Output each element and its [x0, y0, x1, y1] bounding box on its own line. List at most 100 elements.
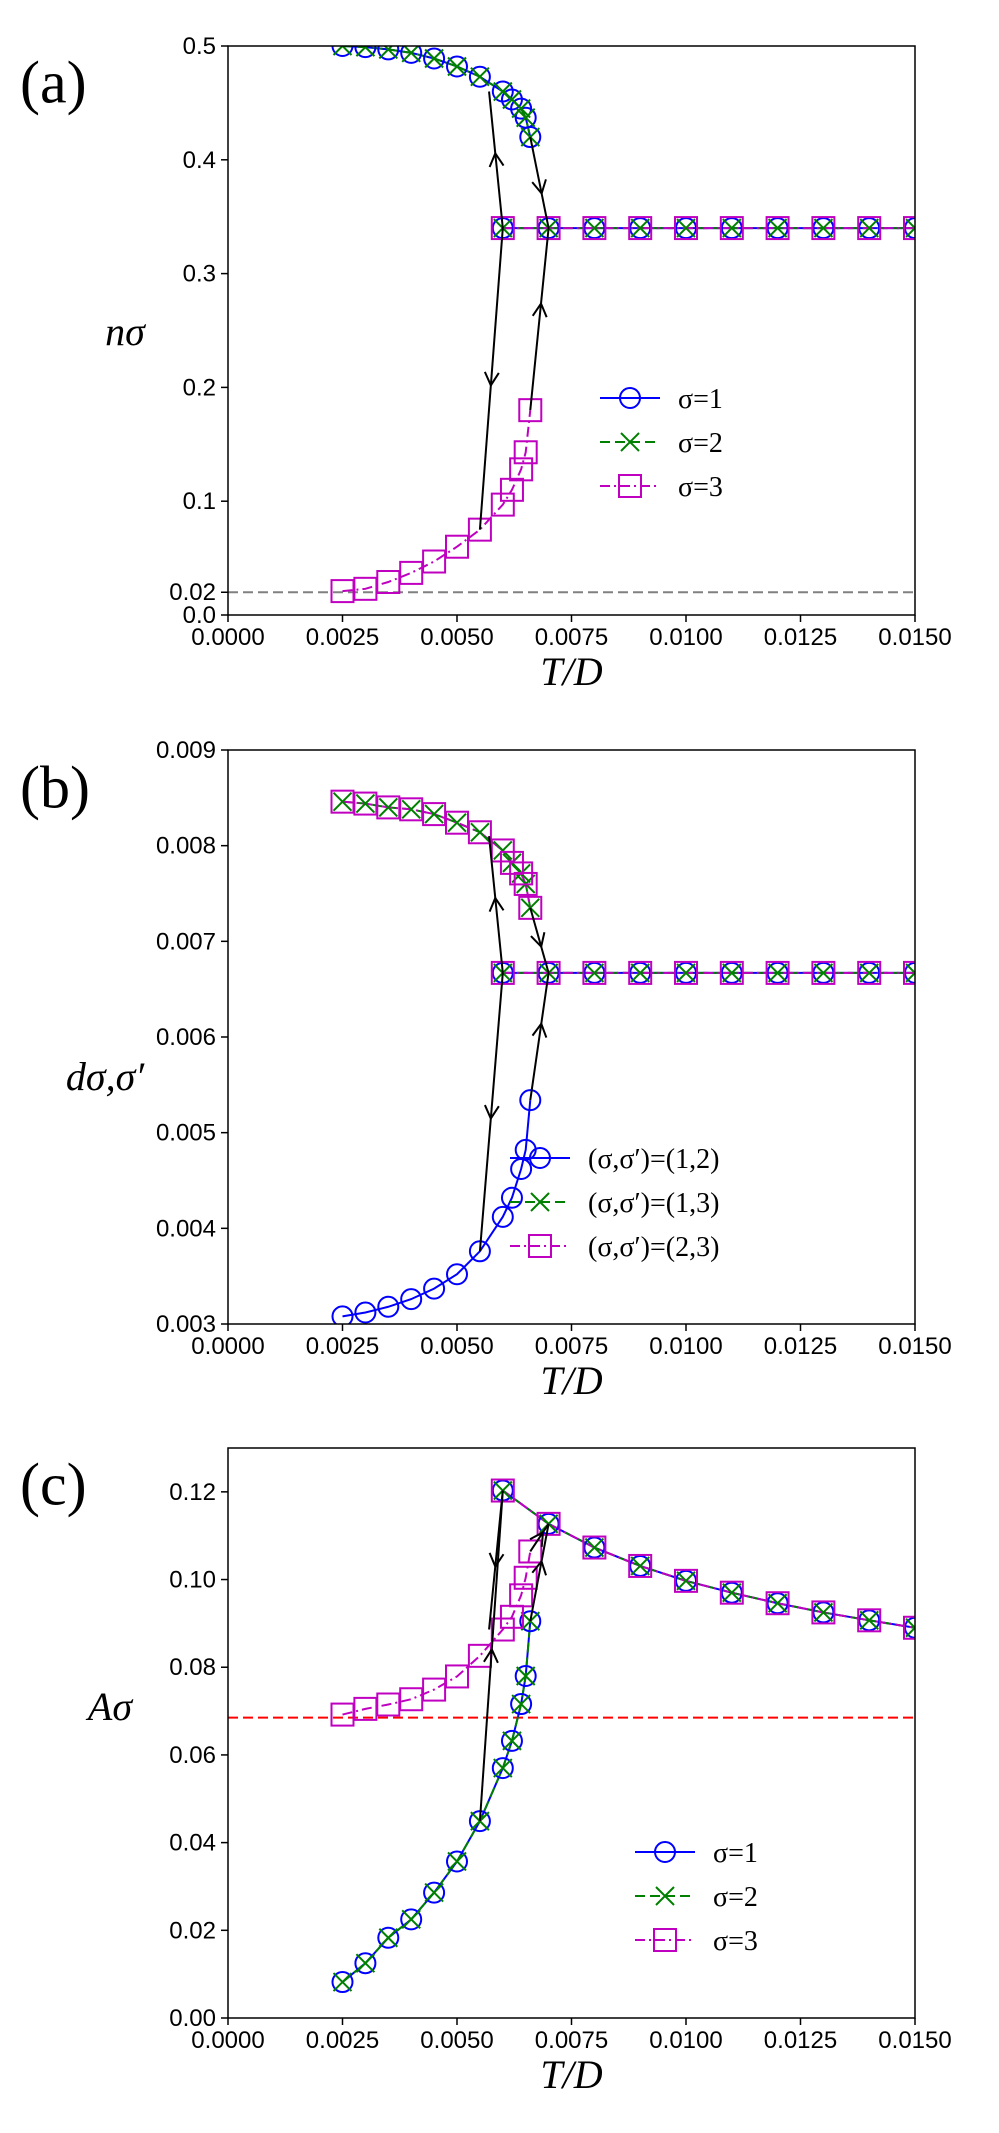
- data-point-series-2: [470, 67, 490, 87]
- legend-label: σ=1: [713, 1838, 758, 1869]
- data-point-series-3: [509, 457, 534, 482]
- data-point-series-2: [859, 963, 879, 983]
- data-point-series-3: [628, 216, 653, 241]
- series-line-3: [502, 1489, 915, 1629]
- data-point-series-2: [493, 1758, 513, 1778]
- data-point-series-2: [332, 791, 353, 812]
- data-point-series-1: [423, 1881, 446, 1904]
- data-point-series-3: [513, 871, 538, 896]
- hysteresis-line: [529, 1523, 550, 1553]
- data-point-series-3: [499, 477, 524, 502]
- hysteresis-arrow-icon: [531, 1021, 548, 1038]
- x-tick-label: 0.0125: [764, 2027, 837, 2054]
- data-point-series-3: [513, 440, 538, 465]
- panel-label: (c): [20, 1451, 87, 1517]
- data-point-series-1: [468, 65, 491, 88]
- data-point-series-3: [467, 820, 492, 845]
- series-line-3: [342, 1551, 532, 1716]
- data-point-series-2: [813, 963, 834, 983]
- data-point-series-1: [331, 1305, 354, 1324]
- y-tick-label: 0.004: [156, 1215, 216, 1242]
- y-tick-label: 0.0: [183, 602, 216, 629]
- hysteresis-arrow-icon: [488, 151, 505, 168]
- hysteresis-arrow-icon: [483, 371, 500, 388]
- y-tick-label: 0.02: [169, 579, 216, 606]
- data-point-series-2: [447, 812, 467, 833]
- x-tick-label: 0.0075: [535, 2027, 608, 2054]
- panel-b: (b) 0.0000 0.0025 0.0050 0.0075 0.0100 0.0125 0…: [20, 737, 952, 1403]
- hysteresis-line: [488, 1490, 504, 1630]
- hysteresis-line: [529, 1523, 550, 1622]
- data-point-series-2: [813, 1602, 834, 1623]
- hysteresis-arrow-icon: [483, 1104, 500, 1121]
- y-tick-label: 0.2: [183, 374, 216, 401]
- data-point-series-2: [767, 218, 788, 238]
- y-tick-label: 0.00: [169, 2005, 216, 2032]
- y-tick-label: 0.007: [156, 928, 216, 955]
- data-point-series-1: [331, 46, 354, 57]
- hysteresis-line: [478, 228, 504, 530]
- data-point-series-2: [401, 799, 421, 820]
- data-point-series-3: [536, 216, 561, 241]
- data-point-series-3: [857, 216, 882, 241]
- data-point-series-2: [424, 1882, 444, 1903]
- legend-marker: [653, 1928, 677, 1952]
- x-tick-label: 0.0000: [191, 2027, 264, 2054]
- data-point-series-2: [378, 46, 399, 60]
- data-point-series-2: [515, 1666, 536, 1686]
- legend-marker: [619, 387, 641, 409]
- data-point-series-2: [722, 963, 742, 983]
- data-point-series-2: [584, 1537, 605, 1558]
- series-line-1: [341, 1621, 532, 1983]
- data-point-series-3: [674, 216, 698, 241]
- data-point-series-3: [513, 1565, 538, 1590]
- data-point-series-3: [857, 960, 882, 985]
- data-point-series-3: [582, 960, 607, 985]
- y-tick-label: 0.006: [156, 1024, 216, 1051]
- x-tick-label: 0.0050: [420, 624, 493, 651]
- series-line-3: [342, 410, 532, 593]
- legend-marker: [655, 1886, 675, 1906]
- data-point-series-2: [676, 1571, 696, 1591]
- data-point-series-3: [719, 216, 744, 241]
- data-point-series-3: [490, 492, 515, 517]
- plot-frame: [227, 749, 916, 1325]
- hysteresis-line: [529, 136, 550, 229]
- y-tick-label: 0.009: [156, 737, 216, 764]
- data-point-series-3: [719, 960, 744, 985]
- x-tick-label: 0.0025: [306, 624, 379, 651]
- hysteresis-line: [488, 836, 504, 974]
- data-point-series-1: [519, 1610, 542, 1633]
- legend-entry: (σ,σ′)=(1,3): [510, 1188, 719, 1219]
- legend-label: (σ,σ′)=(2,3): [588, 1232, 719, 1263]
- data-point-series-1: [491, 1757, 514, 1780]
- hysteresis-arrow-icon: [529, 1530, 545, 1548]
- data-point-series-1: [377, 1926, 400, 1949]
- data-point-series-1: [331, 1971, 354, 1994]
- data-point-series-2: [511, 1694, 531, 1714]
- data-point-series-2: [722, 1582, 742, 1603]
- data-point-series-1: [423, 47, 446, 70]
- hysteresis-arrow-icon: [531, 179, 547, 196]
- data-point-series-3: [582, 216, 607, 241]
- data-point-series-3: [811, 216, 836, 241]
- data-point-series-2: [378, 1928, 399, 1948]
- data-point-series-2: [905, 1618, 915, 1638]
- data-point-series-1: [446, 1263, 468, 1286]
- series-group: [330, 1478, 915, 1994]
- data-point-series-1: [354, 1301, 377, 1324]
- data-point-series-2: [767, 963, 788, 983]
- data-point-series-2: [493, 840, 513, 861]
- data-point-series-3: [903, 960, 915, 985]
- series-group: [330, 46, 915, 604]
- data-point-series-2: [493, 1480, 513, 1501]
- legend-label: σ=1: [678, 384, 723, 415]
- legend-marker: [528, 1234, 552, 1258]
- legend-label: (σ,σ′)=(1,2): [588, 1144, 719, 1175]
- data-point-series-3: [765, 960, 790, 985]
- data-point-series-3: [509, 1583, 534, 1608]
- legend-label: σ=2: [713, 1882, 758, 1913]
- plot-frame: [227, 45, 916, 616]
- y-tick-label: 0.04: [169, 1830, 216, 1857]
- data-point-series-3: [536, 1511, 561, 1536]
